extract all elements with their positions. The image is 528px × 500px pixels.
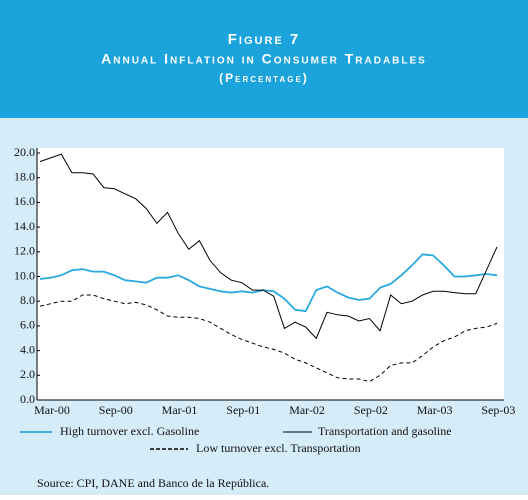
figure-label: Figure 7	[228, 31, 301, 48]
legend-label: Transportation and gasoline	[318, 424, 452, 438]
y-tick-label: 12.0	[14, 244, 35, 258]
x-tick-label: Mar-01	[162, 403, 198, 417]
y-tick-label: 18.0	[14, 169, 35, 183]
chart-subtitle: (Percentage)	[219, 71, 309, 85]
x-tick-label: Sep-01	[226, 403, 260, 417]
y-tick-label: 2.0	[20, 367, 35, 381]
series-line	[39, 253, 498, 313]
x-tick-label: Mar-00	[34, 403, 70, 417]
series-line	[39, 294, 498, 383]
x-tick-label: Sep-02	[354, 403, 388, 417]
x-tick-label: Sep-00	[99, 403, 133, 417]
x-tick-label: Mar-02	[289, 403, 325, 417]
y-tick-label: 10.0	[14, 268, 35, 282]
x-tick-label: Sep-03	[481, 403, 515, 417]
source-note: Source: CPI, DANE and Banco de la Repúbl…	[37, 476, 269, 490]
x-tick-label: Mar-03	[417, 403, 453, 417]
y-tick-label: 8.0	[20, 293, 35, 307]
y-tick-label: 20.0	[14, 145, 35, 159]
chart-title: Annual Inflation in Consumer Tradables	[101, 51, 427, 67]
plot-area	[37, 148, 504, 400]
y-tick-label: 14.0	[14, 219, 35, 233]
y-tick-label: 4.0	[20, 342, 35, 356]
y-tick-label: 6.0	[20, 318, 35, 332]
header-band	[0, 0, 528, 118]
legend-label: Low turnover excl. Transportation	[196, 441, 361, 455]
y-tick-label: 0.0	[20, 392, 35, 406]
y-tick-label: 16.0	[14, 194, 35, 208]
series-line	[39, 153, 498, 340]
legend-label: High turnover excl. Gasoline	[60, 424, 199, 438]
